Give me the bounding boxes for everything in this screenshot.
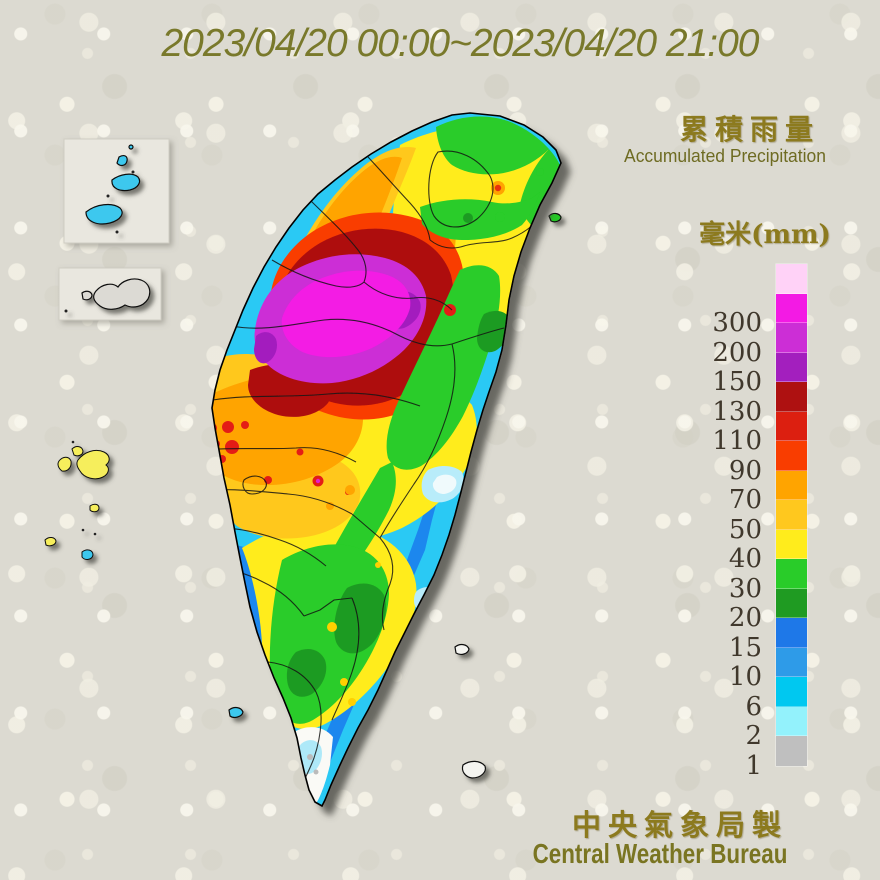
- legend-label: 40: [728, 544, 762, 574]
- legend-title-zh: 累積雨量: [679, 113, 820, 146]
- legend-label: 15: [728, 632, 762, 663]
- legend-label: 90: [728, 455, 762, 486]
- legend-label: 130: [712, 396, 762, 427]
- legend-swatch: [776, 559, 807, 589]
- legend-swatch: [776, 500, 807, 530]
- kinmen-island: [64, 278, 151, 313]
- legend-swatch: [776, 264, 807, 294]
- legend-swatch: [776, 441, 807, 471]
- page-title: 2023/04/20 00:00~2023/04/20 21:00: [161, 22, 759, 65]
- legend-swatch: [776, 677, 807, 707]
- legend-label: 50: [728, 514, 762, 545]
- legend-swatch: [776, 382, 807, 412]
- inset-box-kinmen: [58, 267, 162, 321]
- legend-label: 110: [712, 426, 762, 456]
- legend-label: 300: [712, 308, 762, 338]
- legend-swatch: [776, 411, 807, 441]
- legend-unit-label: 毫米(mm): [699, 220, 831, 250]
- legend-label: 10: [728, 662, 762, 692]
- penghu-islands: [44, 440, 110, 560]
- guishan-island: [548, 212, 562, 223]
- legend-swatch: [776, 647, 807, 677]
- legend-swatch: [776, 323, 807, 353]
- taiwan-island: [211, 112, 562, 808]
- orchid-island: [461, 760, 486, 779]
- county-borders: [212, 150, 547, 797]
- xiaoliuqiu-island: [228, 706, 244, 718]
- legend-title-en: Accumulated Precipitation: [624, 146, 826, 166]
- legend-label: 70: [728, 485, 762, 515]
- legend-swatch: [776, 706, 807, 736]
- precipitation-fill: [212, 113, 561, 806]
- legend-swatch: [776, 618, 807, 648]
- legend-label: 200: [712, 337, 762, 368]
- legend-swatch: [776, 470, 807, 500]
- legend-label: 1: [745, 750, 762, 781]
- footer-org-en: Central Weather Bureau: [532, 838, 788, 869]
- green-island: [454, 643, 470, 655]
- taiwan-coastline: [211, 112, 562, 808]
- legend-swatch: [776, 529, 807, 559]
- legend-swatch: [776, 588, 807, 618]
- offshore-islets: [228, 212, 562, 779]
- matsu-islands: [85, 144, 141, 234]
- legend-color-bar: [776, 264, 807, 766]
- legend-swatch: [776, 352, 807, 382]
- legend-label: 2: [745, 721, 762, 751]
- legend-swatch: [776, 736, 807, 766]
- legend-label: 30: [728, 573, 762, 604]
- legend-swatch: [776, 293, 807, 323]
- footer-org-zh: 中央氣象局製: [571, 808, 788, 842]
- legend-label: 6: [745, 691, 762, 722]
- legend-label: 20: [728, 603, 762, 633]
- legend-label: 150: [712, 367, 762, 397]
- inset-box-matsu: [63, 138, 170, 244]
